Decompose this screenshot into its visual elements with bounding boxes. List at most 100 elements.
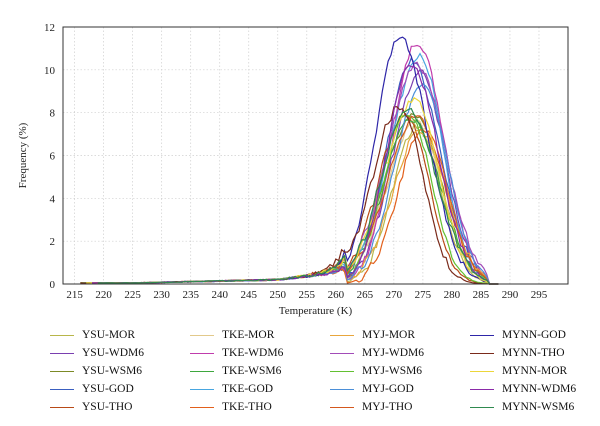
legend-item: MYNN-THO bbox=[470, 346, 565, 360]
legend-swatch bbox=[470, 352, 494, 354]
legend-label: MYJ-GOD bbox=[362, 383, 414, 395]
legend-swatch bbox=[190, 370, 214, 372]
legend-label: MYJ-WSM6 bbox=[362, 365, 423, 377]
y-tick-label: 0 bbox=[50, 279, 56, 291]
x-tick-label: 280 bbox=[444, 289, 461, 301]
legend-label: MYNN-WDM6 bbox=[502, 383, 577, 395]
legend-item: MYNN-WSM6 bbox=[470, 400, 574, 414]
x-tick-label: 250 bbox=[270, 289, 287, 301]
y-tick-label: 12 bbox=[44, 22, 55, 34]
x-tick-label: 265 bbox=[357, 289, 374, 301]
series-line-mynn-wsm6 bbox=[97, 107, 499, 285]
legend-label: TKE-WSM6 bbox=[222, 365, 282, 377]
y-tick-label: 10 bbox=[44, 65, 56, 77]
legend-swatch bbox=[50, 334, 74, 336]
legend-swatch bbox=[190, 388, 214, 390]
legend-item: MYJ-WDM6 bbox=[330, 346, 424, 360]
legend-item: MYJ-GOD bbox=[330, 382, 414, 396]
legend-label: YSU-WDM6 bbox=[82, 347, 144, 359]
legend-item: YSU-MOR bbox=[50, 328, 135, 342]
x-axis-label: Temperature (K) bbox=[279, 305, 353, 317]
legend-item: MYJ-WSM6 bbox=[330, 364, 422, 378]
legend-swatch bbox=[190, 406, 214, 408]
y-tick-labels: 0 2 4 6 8 10 12 bbox=[44, 22, 56, 291]
series-layer bbox=[80, 36, 499, 285]
x-tick-labels: 215 220 225 230 235 240 245 250 255 260 265 270 275 2… bbox=[66, 289, 547, 301]
series-line-ysu-mor bbox=[80, 122, 499, 285]
legend-label: TKE-GOD bbox=[222, 383, 274, 395]
legend-swatch bbox=[330, 388, 354, 390]
legend-swatch bbox=[190, 334, 214, 336]
legend: YSU-MOR YSU-WDM6 YSU-WSM6 YSU-GOD YSU-THO TKE… bbox=[50, 326, 590, 422]
legend-item: TKE-MOR bbox=[190, 328, 274, 342]
legend-label: TKE-THO bbox=[222, 401, 272, 413]
legend-item: MYNN-WDM6 bbox=[470, 382, 576, 396]
legend-item: MYNN-GOD bbox=[470, 328, 566, 342]
x-tick-label: 270 bbox=[386, 289, 403, 301]
x-tick-label: 240 bbox=[211, 289, 228, 301]
legend-label: MYJ-WDM6 bbox=[362, 347, 424, 359]
legend-label: YSU-MOR bbox=[82, 329, 136, 341]
series-line-myj-god bbox=[86, 83, 499, 285]
legend-swatch bbox=[330, 334, 354, 336]
y-tick-label: 6 bbox=[50, 151, 56, 163]
legend-item: MYJ-THO bbox=[330, 400, 412, 414]
legend-label: MYNN-MOR bbox=[502, 365, 568, 377]
legend-swatch bbox=[50, 388, 74, 390]
x-tick-label: 230 bbox=[153, 289, 170, 301]
legend-swatch bbox=[190, 352, 214, 354]
legend-swatch bbox=[470, 388, 494, 390]
legend-label: MYJ-THO bbox=[362, 401, 413, 413]
legend-label: YSU-WSM6 bbox=[82, 365, 143, 377]
legend-swatch bbox=[50, 406, 74, 408]
legend-item: YSU-WDM6 bbox=[50, 346, 144, 360]
legend-label: YSU-THO bbox=[82, 401, 133, 413]
legend-item: MYNN-MOR bbox=[470, 364, 567, 378]
legend-label: MYNN-WSM6 bbox=[502, 401, 575, 413]
legend-swatch bbox=[330, 370, 354, 372]
legend-label: TKE-WDM6 bbox=[222, 347, 284, 359]
y-tick-label: 2 bbox=[50, 236, 56, 248]
legend-item: TKE-WDM6 bbox=[190, 346, 283, 360]
legend-label: MYJ-MOR bbox=[362, 329, 416, 341]
series-line-myj-tho bbox=[91, 115, 499, 285]
legend-item: TKE-GOD bbox=[190, 382, 273, 396]
legend-label: MYNN-GOD bbox=[502, 329, 566, 341]
legend-swatch bbox=[330, 352, 354, 354]
legend-swatch bbox=[50, 370, 74, 372]
legend-item: MYJ-MOR bbox=[330, 328, 415, 342]
legend-item: YSU-GOD bbox=[50, 382, 134, 396]
x-tick-label: 220 bbox=[95, 289, 112, 301]
x-tick-label: 215 bbox=[66, 289, 83, 301]
grid-layer bbox=[63, 26, 568, 285]
x-tick-label: 295 bbox=[531, 289, 548, 301]
x-tick-label: 255 bbox=[299, 289, 316, 301]
legend-swatch bbox=[50, 352, 74, 354]
x-tick-label: 245 bbox=[240, 289, 257, 301]
x-tick-label: 260 bbox=[328, 289, 345, 301]
x-tick-label: 285 bbox=[473, 289, 490, 301]
legend-item: TKE-WSM6 bbox=[190, 364, 281, 378]
x-tick-label: 235 bbox=[182, 289, 199, 301]
series-line-tke-wsm6 bbox=[97, 118, 499, 285]
y-tick-label: 4 bbox=[50, 193, 56, 205]
legend-item: YSU-WSM6 bbox=[50, 364, 142, 378]
plot-frame bbox=[62, 26, 569, 285]
series-line-tke-tho bbox=[86, 129, 499, 285]
x-tick-label: 290 bbox=[502, 289, 519, 301]
legend-label: TKE-MOR bbox=[222, 329, 275, 341]
x-tick-label: 275 bbox=[415, 289, 432, 301]
legend-swatch bbox=[470, 334, 494, 336]
x-tick-label: 225 bbox=[124, 289, 141, 301]
legend-swatch bbox=[470, 406, 494, 408]
legend-item: YSU-THO bbox=[50, 400, 132, 414]
legend-swatch bbox=[470, 370, 494, 372]
y-tick-label: 8 bbox=[50, 108, 56, 120]
legend-item: TKE-THO bbox=[190, 400, 272, 414]
legend-label: MYNN-THO bbox=[502, 347, 565, 359]
y-axis-label: Frequency (%) bbox=[17, 122, 29, 188]
line-chart: 215 220 225 230 235 240 245 250 255 260 265 270 275 2… bbox=[17, 22, 569, 317]
legend-swatch bbox=[330, 406, 354, 408]
series-line-mynn-mor bbox=[86, 96, 499, 285]
legend-label: YSU-GOD bbox=[82, 383, 134, 395]
